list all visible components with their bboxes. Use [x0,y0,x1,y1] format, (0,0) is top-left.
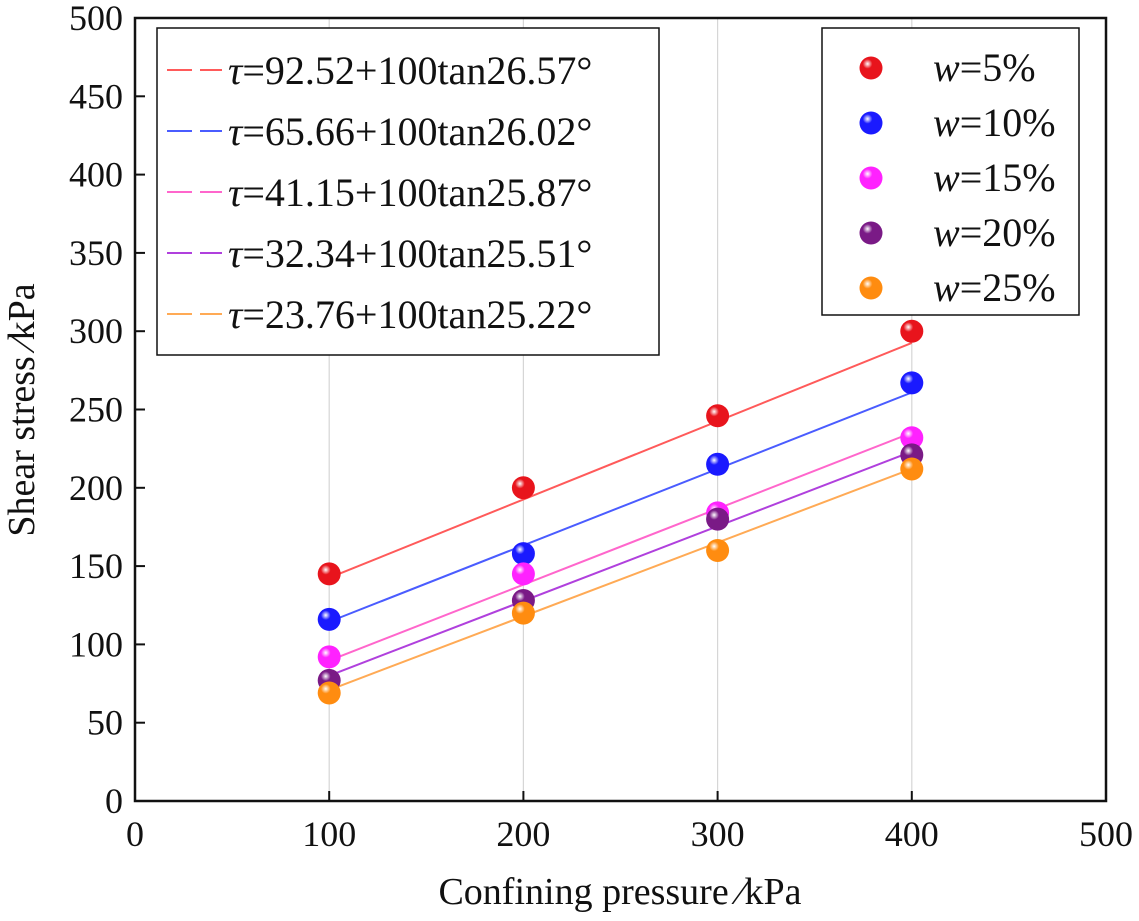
data-point [706,507,730,531]
data-point [511,601,535,625]
legend-marker [859,56,883,80]
data-point [511,476,535,500]
y-tick-label: 250 [69,390,123,430]
legend-fit-label: τ=23.76+100tan25.22° [228,292,592,337]
y-tick-label: 100 [69,624,123,664]
y-tick-label: 350 [69,233,123,273]
legend-marker [859,166,883,190]
legend-marker [859,276,883,300]
data-point [706,404,730,428]
y-tick-label: 300 [69,311,123,351]
data-point [317,562,341,586]
x-tick-label: 0 [126,814,144,854]
fit-line-10% [328,391,913,623]
y-tick-label: 200 [69,468,123,508]
y-tick-label: 400 [69,155,123,195]
data-point [511,562,535,586]
data-point [900,426,924,450]
y-tick-label: 50 [87,703,123,743]
legend-marker [859,221,883,245]
x-tick-label: 100 [302,814,356,854]
fit-line-25% [328,467,913,691]
x-tick-label: 200 [496,814,550,854]
x-tick-label: 300 [691,814,745,854]
legend-point-label: w=20% [933,210,1056,255]
legend-point-label: w=5% [933,45,1036,90]
data-point [317,681,341,705]
data-point [900,319,924,343]
legend-point-label: w=25% [933,265,1056,310]
data-point [317,607,341,631]
y-tick-label: 150 [69,546,123,586]
legend-fit-label: τ=65.66+100tan26.02° [228,109,592,154]
data-points [317,319,924,705]
y-axis-title: Shear stress ∕kPa [1,283,43,536]
fit-lines [328,341,913,691]
legend-fit-label: τ=92.52+100tan26.57° [228,48,592,93]
data-point [900,371,924,395]
legend-fits: τ=92.52+100tan26.57° τ=65.66+100tan26.02°… [156,27,660,356]
fit-line-20% [328,450,913,677]
legend-point-label: w=15% [933,155,1056,200]
y-tick-label: 500 [69,0,123,38]
y-tick-label: 0 [105,781,123,821]
x-tick-label: 500 [1079,814,1133,854]
y-tick-label: 450 [69,76,123,116]
legend-points: w=5% w=10% w=15% w=20% w=25% [821,27,1080,316]
x-tick-label: 400 [885,814,939,854]
legend-fit-label: τ=41.15+100tan25.87° [228,170,592,215]
legend-fit-label: τ=32.34+100tan25.51° [228,231,592,276]
legend-fits-box [156,27,660,356]
legend-marker [859,111,883,135]
fit-line-5% [328,341,913,579]
data-point [900,457,924,481]
data-point [317,645,341,669]
data-point [706,538,730,562]
fit-line-15% [328,431,913,662]
data-point [706,452,730,476]
data-point [511,542,535,566]
legend-point-label: w=10% [933,100,1056,145]
x-axis-title: Confining pressure ∕kPa [438,871,801,913]
axes: 0 100 200 300 400 500 0 50 100 150 200 250 300 350 400… [69,0,1133,854]
